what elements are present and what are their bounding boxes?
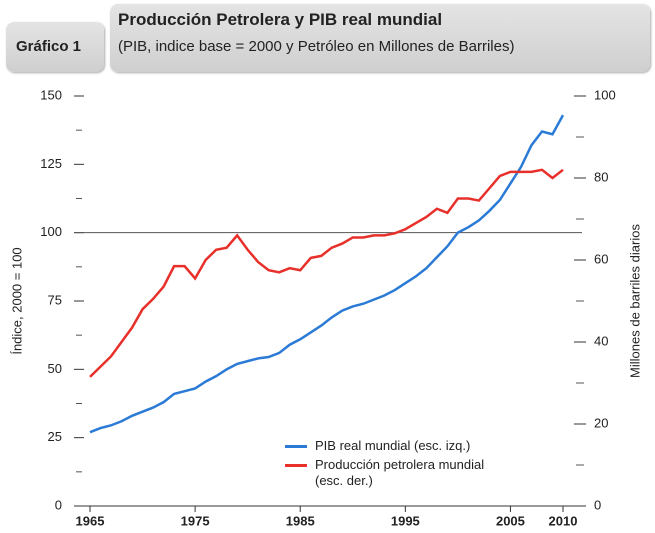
legend-item: Producción petrolera mundial (esc. der.): [285, 457, 535, 489]
legend: PIB real mundial (esc. izq.) Producción p…: [285, 438, 535, 492]
x-tick-label: 1975: [181, 513, 210, 528]
legend-item: PIB real mundial (esc. izq.): [285, 438, 535, 454]
title-box: Producción Petrolera y PIB real mundial …: [110, 4, 650, 72]
x-tick-label: 2010: [549, 513, 578, 528]
x-tick-label: 1995: [391, 513, 420, 528]
y2-tick-label: 80: [594, 169, 608, 184]
y2-tick-label: 0: [594, 497, 601, 512]
chart-label-box: Gráfico 1: [6, 22, 104, 72]
y-tick-label: 125: [40, 156, 62, 171]
series-line: [89, 168, 564, 378]
series-line: [89, 114, 565, 434]
y2-axis-label: Millones de barriles diarios: [627, 224, 642, 378]
legend-swatch: [285, 464, 307, 467]
y2-tick-label: 40: [594, 333, 608, 348]
y2-tick-label: 20: [594, 415, 608, 430]
x-tick-label: 1985: [286, 513, 315, 528]
chart-subtitle: (PIB, indice base = 2000 y Petróleo en M…: [118, 38, 515, 55]
chart-title: Producción Petrolera y PIB real mundial: [118, 10, 443, 29]
y-tick-label: 75: [48, 292, 62, 307]
legend-label: Producción petrolera mundial (esc. der.): [315, 457, 485, 488]
x-tick-label: 1965: [76, 513, 105, 528]
legend-swatch: [285, 445, 307, 448]
y-tick-label: 25: [48, 429, 62, 444]
y-tick-label: 50: [48, 361, 62, 376]
y-axis-label: Índice, 2000 = 100: [9, 247, 24, 354]
chart-label: Gráfico 1: [16, 38, 82, 55]
y-tick-label: 100: [40, 224, 62, 239]
y-tick-label: 0: [55, 497, 62, 512]
x-tick-label: 2005: [496, 513, 525, 528]
legend-label: PIB real mundial (esc. izq.): [315, 438, 471, 453]
y-tick-label: 150: [40, 87, 62, 102]
y2-tick-label: 100: [594, 87, 616, 102]
y2-tick-label: 60: [594, 251, 608, 266]
